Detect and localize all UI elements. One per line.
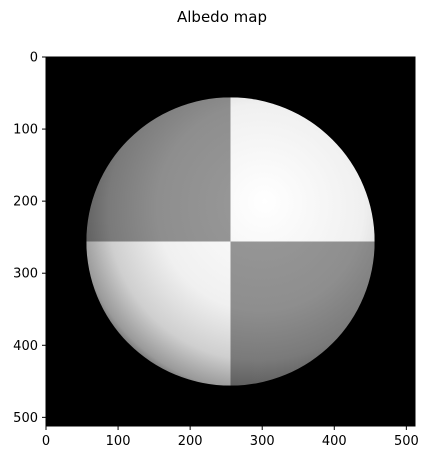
y-tick-label: 0	[30, 51, 38, 66]
y-tick-label: 300	[13, 267, 38, 282]
y-tick-label: 400	[13, 339, 38, 354]
x-tick-label: 0	[42, 434, 50, 449]
y-tick-label: 500	[13, 411, 38, 426]
albedo-sphere	[86, 97, 375, 386]
plot-area	[45, 56, 416, 427]
chart-title: Albedo map	[177, 8, 267, 26]
x-tick-label: 500	[394, 434, 419, 449]
x-tick-label: 200	[178, 434, 203, 449]
y-tick-label: 100	[13, 123, 38, 138]
axes-frame	[45, 56, 416, 427]
x-tick-label: 100	[106, 434, 131, 449]
x-tick-label: 300	[250, 434, 275, 449]
y-axis: 0 100 200 300 400 500	[13, 51, 46, 426]
x-axis: 0 100 200 300 400 500	[42, 426, 419, 449]
x-tick-label: 400	[322, 434, 347, 449]
y-tick-label: 200	[13, 195, 38, 210]
